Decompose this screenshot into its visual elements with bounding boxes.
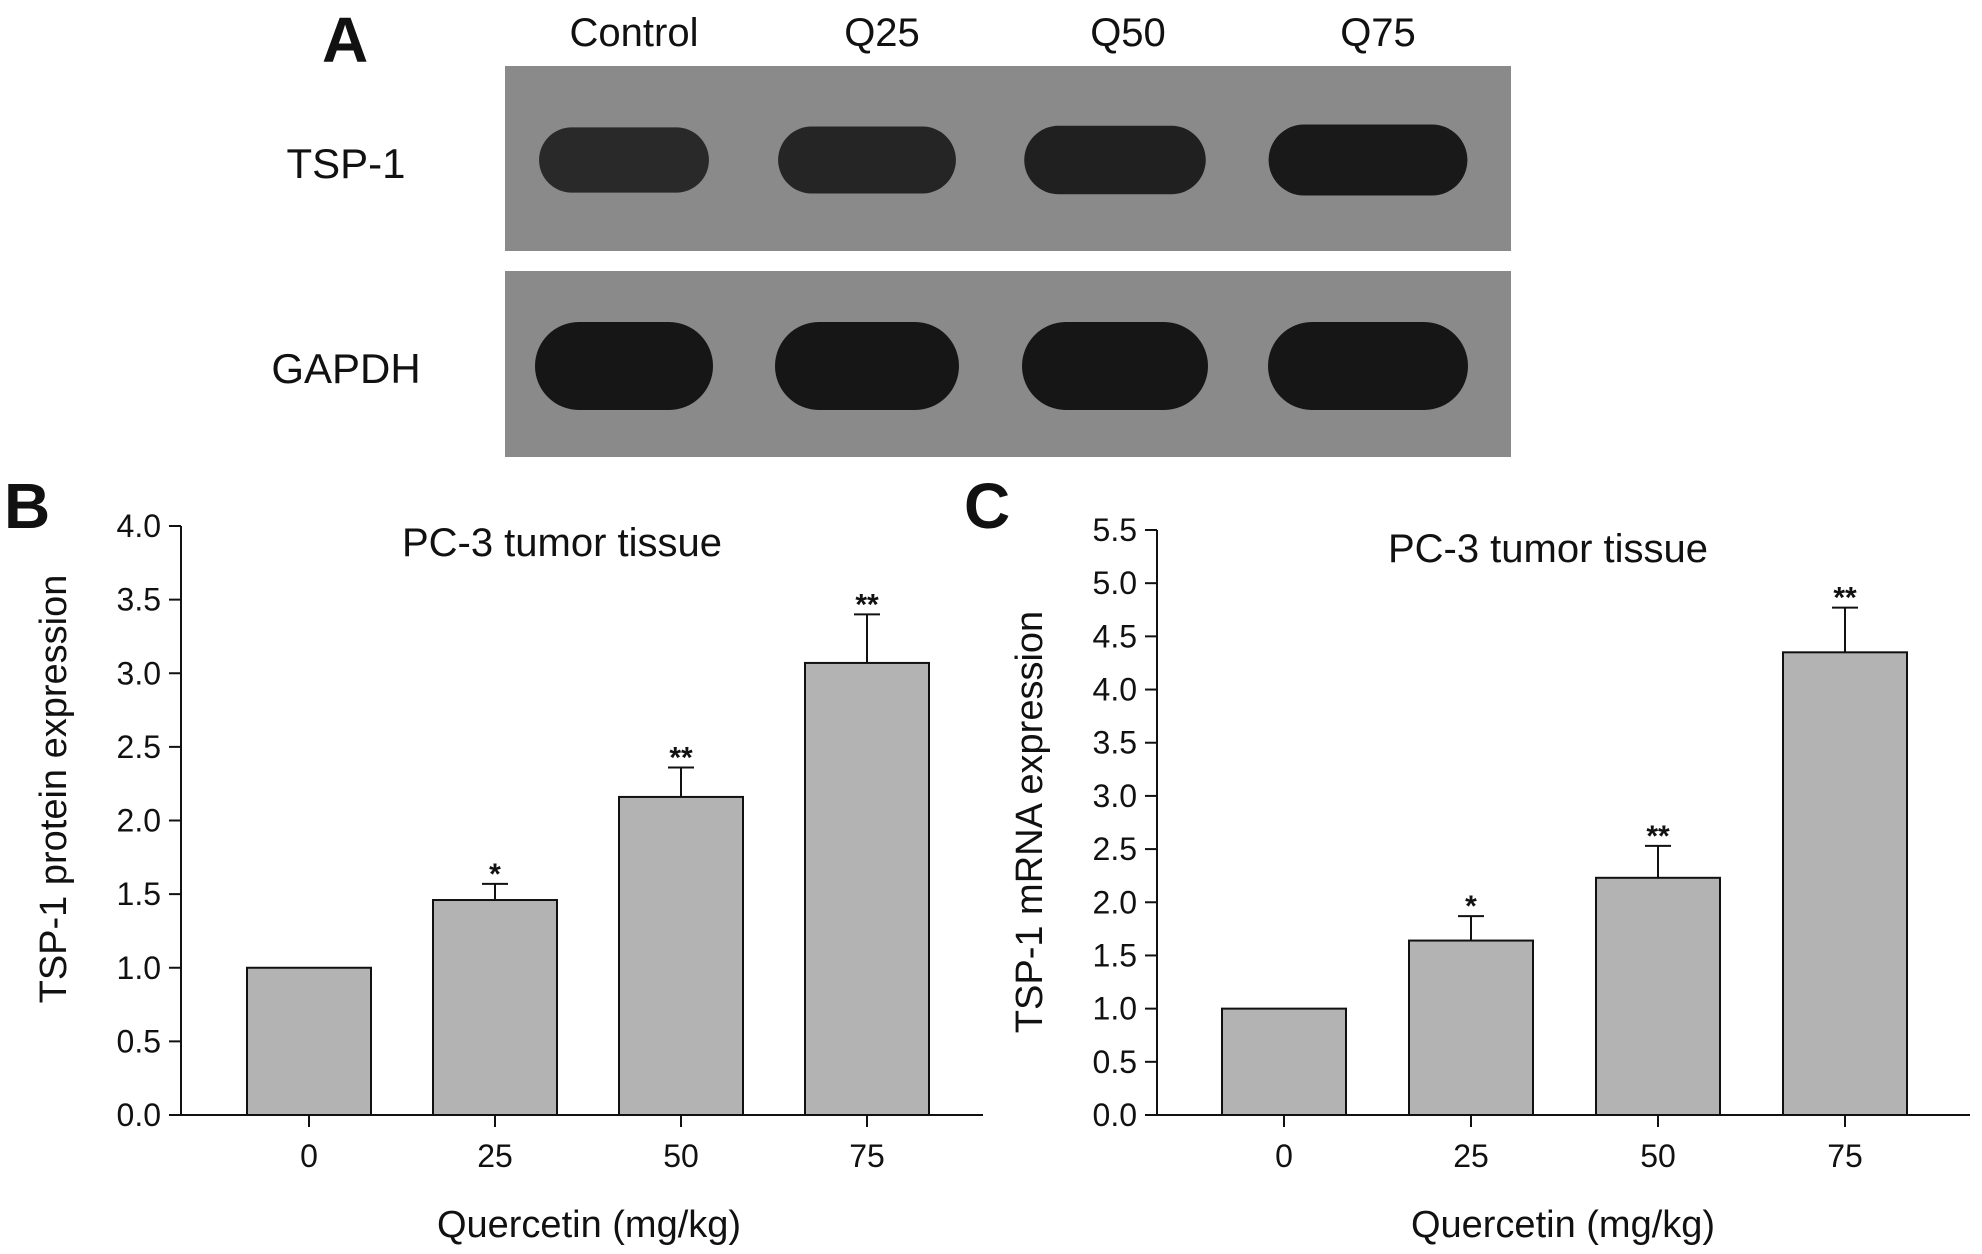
bar-0 (1221, 1007, 1347, 1116)
x-tick-label-0: 0 (1275, 1138, 1293, 1174)
bar-75 (804, 661, 930, 1116)
significance-50: ** (1646, 820, 1670, 853)
y-tick-label-3-5: 3.5 (117, 582, 161, 618)
band-tsp-1-q25 (778, 126, 956, 194)
chart-c-ylabel: TSP-1 mRNA expression (1009, 611, 1051, 1033)
bar-50 (1595, 876, 1721, 1116)
significance-75: ** (1833, 582, 1857, 615)
y-tick-label-2-5: 2.5 (117, 729, 161, 765)
chart-b-title: PC-3 tumor tissue (402, 521, 722, 565)
y-tick-label-2-0: 2.0 (117, 803, 161, 839)
band-gapdh-q75 (1268, 322, 1468, 410)
y-tick-label-3-0: 3.0 (1093, 778, 1137, 814)
lane-label-q50: Q50 (1090, 11, 1166, 55)
bands-tsp1 (539, 124, 1468, 196)
y-tick-label-3-0: 3.0 (117, 655, 161, 691)
y-tick-label-2-5: 2.5 (1093, 831, 1137, 867)
y-tick-label-5-0: 5.0 (1093, 565, 1137, 601)
x-tick-label-25: 25 (1453, 1138, 1489, 1174)
chart-c-plot: 0.0 0.5 1.0 1.5 2.0 2.5 3.0 3.5 4.0 4.5 5.0 5.5 0 * 25… (1093, 512, 1970, 1174)
panel-a-western-blot: A Control Q25 Q50 Q75 TSP-1 GAPDH (271, 4, 1511, 457)
significance-50: ** (669, 741, 693, 774)
x-tick-label-50: 50 (1640, 1138, 1676, 1174)
band-tsp-1-q75 (1268, 124, 1468, 196)
bar-25 (1408, 939, 1534, 1117)
band-tsp-1-q50 (1024, 125, 1206, 195)
significance-75: ** (855, 588, 879, 621)
y-tick-label-1-5: 1.5 (1093, 937, 1137, 973)
x-tick-label-50: 50 (663, 1138, 699, 1174)
x-tick-label-0: 0 (300, 1138, 318, 1174)
y-tick-label-0-0: 0.0 (1093, 1097, 1137, 1133)
x-tick-label-25: 25 (477, 1138, 513, 1174)
chart-b-xlabel: Quercetin (mg/kg) (437, 1204, 741, 1246)
band-gapdh-q25 (775, 322, 959, 410)
x-tick-label-75: 75 (1827, 1138, 1863, 1174)
chart-c-title: PC-3 tumor tissue (1388, 527, 1708, 571)
y-tick-label-4-0: 4.0 (1093, 672, 1137, 708)
y-tick-label-4-5: 4.5 (1093, 618, 1137, 654)
chart-b-plot: 0.0 0.5 1.0 1.5 2.0 2.5 3.0 3.5 4.0 0 * 25 ** 50 ** 75 (117, 508, 983, 1174)
lane-label-control: Control (570, 11, 699, 55)
row-label-tsp1: TSP-1 (286, 140, 405, 187)
y-tick-label-1-0: 1.0 (117, 950, 161, 986)
bar-0 (246, 966, 372, 1116)
y-tick-label-3-5: 3.5 (1093, 725, 1137, 761)
x-tick-label-75: 75 (849, 1138, 885, 1174)
bands-gapdh (535, 322, 1468, 410)
band-gapdh-q50 (1022, 322, 1208, 410)
bar-25 (432, 899, 558, 1117)
chart-c-xlabel: Quercetin (mg/kg) (1411, 1204, 1715, 1246)
y-tick-label-4-0: 4.0 (117, 508, 161, 544)
lane-label-q25: Q25 (844, 11, 920, 55)
y-tick-label-0-5: 0.5 (117, 1023, 161, 1059)
significance-25: * (489, 858, 501, 891)
panel-c-letter: C (964, 470, 1010, 542)
y-tick-label-1-0: 1.0 (1093, 991, 1137, 1027)
panel-a-letter: A (322, 4, 368, 76)
y-tick-label-2-0: 2.0 (1093, 884, 1137, 920)
band-tsp-1-control (539, 127, 709, 193)
y-tick-label-0-0: 0.0 (117, 1097, 161, 1133)
y-tick-label-1-5: 1.5 (117, 876, 161, 912)
bar-75 (1782, 651, 1908, 1116)
y-tick-label-0-5: 0.5 (1093, 1044, 1137, 1080)
panel-b-letter: B (4, 470, 50, 542)
bar-50 (618, 795, 744, 1116)
band-gapdh-control (535, 322, 713, 410)
row-label-gapdh: GAPDH (271, 345, 420, 392)
significance-25: * (1465, 890, 1477, 923)
chart-b-ylabel: TSP-1 protein expression (33, 575, 75, 1004)
lane-label-q75: Q75 (1340, 11, 1416, 55)
panel-b-chart: B PC-3 tumor tissue TSP-1 protein expres… (4, 470, 983, 1246)
y-tick-label-5-5: 5.5 (1093, 512, 1137, 548)
panel-c-chart: C PC-3 tumor tissue TSP-1 mRNA expressio… (964, 470, 1970, 1246)
